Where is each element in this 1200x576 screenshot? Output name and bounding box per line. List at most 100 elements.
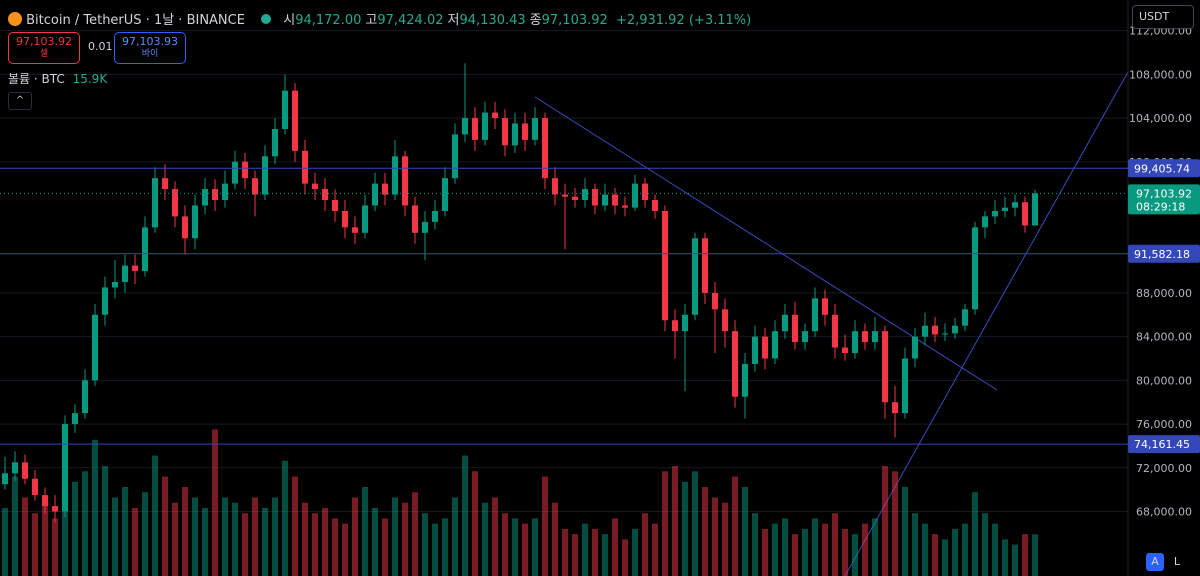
candle-body bbox=[312, 183, 318, 190]
candle-body bbox=[502, 118, 508, 146]
volume-bar bbox=[902, 486, 908, 576]
candle-body bbox=[82, 380, 88, 414]
y-tick-label: 80,000.00 bbox=[1136, 374, 1192, 387]
currency-select[interactable]: USDT bbox=[1132, 5, 1194, 29]
volume-legend: 볼륨 · BTC 15.9K bbox=[8, 70, 107, 87]
ohlc-value: 97,103.92 bbox=[541, 13, 608, 28]
ohlc-key: 고 bbox=[365, 13, 378, 28]
ohlc: 시94,172.00 고97,424.02 저94,130.43 종97,103.92 bbox=[283, 13, 612, 28]
y-tick-label: 108,000.00 bbox=[1129, 68, 1192, 81]
candle-body bbox=[852, 331, 858, 354]
y-tick-label: 72,000.00 bbox=[1136, 462, 1192, 475]
candle-body bbox=[42, 495, 48, 507]
candle-body bbox=[532, 118, 538, 140]
level-label-box bbox=[1128, 159, 1200, 178]
y-tick-label: 88,000.00 bbox=[1136, 287, 1192, 300]
sell-label: 셀 bbox=[39, 49, 49, 59]
candle-body bbox=[132, 265, 138, 272]
volume-bar bbox=[202, 507, 208, 576]
candle-body bbox=[542, 118, 548, 179]
volume-bar bbox=[822, 523, 828, 576]
candle-body bbox=[162, 178, 168, 190]
volume-bar bbox=[582, 523, 588, 576]
candle-body bbox=[552, 178, 558, 195]
volume-bar bbox=[952, 528, 958, 576]
volume-bar bbox=[692, 471, 698, 576]
volume-bar bbox=[592, 528, 598, 576]
volume-bar bbox=[722, 502, 728, 576]
level-label-box bbox=[1128, 435, 1200, 454]
volume-bar bbox=[232, 502, 238, 576]
candle-body bbox=[1012, 202, 1018, 208]
volume-bar bbox=[32, 513, 38, 576]
volume-bar bbox=[502, 513, 508, 576]
auto-scale-button[interactable]: A bbox=[1146, 553, 1164, 571]
volume-bar bbox=[892, 471, 898, 576]
volume-bar bbox=[682, 481, 688, 576]
log-scale-button[interactable]: L bbox=[1173, 555, 1181, 568]
candle-body bbox=[1032, 193, 1038, 226]
volume-bar bbox=[472, 471, 478, 576]
collapse-button[interactable]: ^ bbox=[8, 92, 32, 110]
candle-body bbox=[112, 281, 118, 288]
volume-bar bbox=[302, 502, 308, 576]
y-tick-label: 84,000.00 bbox=[1136, 331, 1192, 344]
candle-body bbox=[592, 189, 598, 206]
candle-body bbox=[612, 194, 618, 206]
candle-body bbox=[152, 178, 158, 228]
volume-bar bbox=[832, 513, 838, 576]
volume-bar bbox=[922, 523, 928, 576]
candle-body bbox=[12, 462, 18, 474]
volume-bar bbox=[442, 518, 448, 576]
candle-body bbox=[392, 156, 398, 195]
candle-body bbox=[442, 178, 448, 211]
candle-body bbox=[822, 298, 828, 315]
candle-body bbox=[252, 178, 258, 195]
volume-bar bbox=[662, 471, 668, 576]
volume-bar bbox=[162, 476, 168, 576]
candle-body bbox=[422, 221, 428, 233]
ohlc-key: 종 bbox=[529, 13, 542, 28]
buy-button[interactable]: 97,103.93 바이 bbox=[114, 32, 186, 64]
candle-body bbox=[922, 325, 928, 337]
level-label: 91,582.18 bbox=[1134, 248, 1190, 261]
candle-body bbox=[782, 314, 788, 332]
candle-body bbox=[52, 506, 58, 512]
candle-body bbox=[892, 402, 898, 414]
candle-body bbox=[962, 309, 968, 326]
candle-body bbox=[622, 205, 628, 208]
volume-bar bbox=[42, 502, 48, 576]
coin-icon bbox=[8, 12, 22, 26]
volume-bar bbox=[982, 513, 988, 576]
candle-body bbox=[992, 210, 998, 217]
volume-bar bbox=[292, 476, 298, 576]
ohlc-value: 97,424.02 bbox=[377, 13, 444, 28]
y-tick-label: 104,000.00 bbox=[1129, 112, 1192, 125]
volume-bar bbox=[512, 518, 518, 576]
candle-body bbox=[32, 478, 38, 496]
volume-bar bbox=[742, 486, 748, 576]
volume-bar bbox=[332, 518, 338, 576]
volume-bar bbox=[972, 492, 978, 576]
sell-button[interactable]: 97,103.92 셀 bbox=[8, 32, 80, 64]
ohlc-key: 시 bbox=[283, 13, 296, 28]
candle-body bbox=[802, 331, 808, 343]
volume-bar bbox=[402, 502, 408, 576]
symbol[interactable]: Bitcoin / TetherUS · 1날 · BINANCE bbox=[26, 13, 245, 28]
volume-bar bbox=[342, 523, 348, 576]
volume-bar bbox=[362, 486, 368, 576]
candle-body bbox=[302, 150, 308, 184]
volume-bar bbox=[272, 497, 278, 576]
symbol-bar: Bitcoin / TetherUS · 1날 · BINANCE 시94,17… bbox=[8, 9, 751, 28]
candle-body bbox=[792, 314, 798, 343]
volume-bar bbox=[372, 507, 378, 576]
candle-body bbox=[342, 210, 348, 228]
trend-line[interactable] bbox=[534, 96, 998, 391]
volume-bar bbox=[652, 523, 658, 576]
candle-body bbox=[762, 336, 768, 359]
volume-bar bbox=[432, 523, 438, 576]
ohlc-value: 94,172.00 bbox=[295, 13, 362, 28]
candle-body bbox=[562, 194, 568, 197]
